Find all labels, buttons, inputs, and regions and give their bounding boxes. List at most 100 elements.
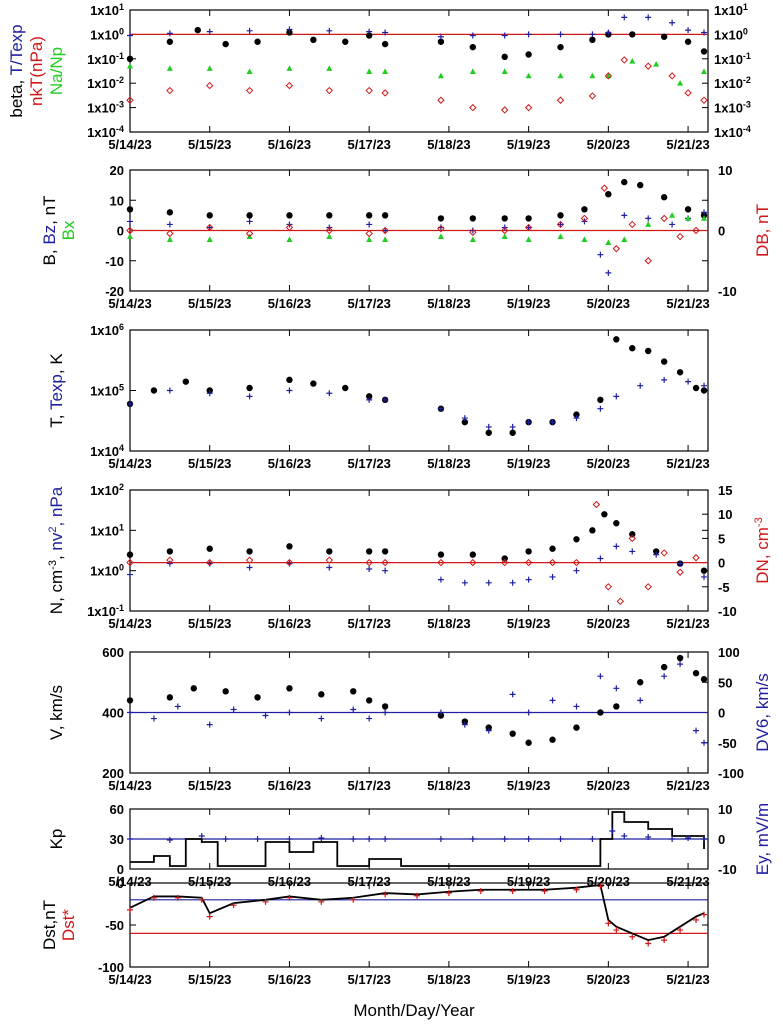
data-point (166, 229, 174, 238)
data-point (461, 418, 469, 426)
data-point (660, 549, 668, 557)
data-point (700, 567, 708, 574)
data-point (127, 233, 133, 239)
x-tick-label: 5/16/23 (268, 137, 311, 152)
x-tick-label: 5/18/23 (427, 296, 470, 311)
data-point (286, 212, 293, 219)
data-point (588, 92, 597, 100)
data-point (245, 556, 254, 564)
data-point (573, 415, 580, 422)
y-axis-title: beta, T/Texp (7, 24, 26, 117)
x-tick-label: 5/14/23 (108, 456, 151, 471)
chart-panels: 1x1011x1001x10-11x10-21x10-31x10-41x1011… (7, 2, 772, 987)
data-point (127, 218, 133, 225)
x-tick-label: 5/21/23 (666, 778, 709, 793)
data-point (684, 89, 692, 97)
data-point (660, 214, 668, 223)
data-point (127, 836, 133, 842)
data-point (628, 220, 636, 229)
data-point (613, 520, 620, 527)
data-point (700, 676, 708, 683)
data-point (461, 415, 468, 422)
data-point (613, 336, 620, 343)
x-tick-label: 5/17/23 (347, 778, 390, 793)
data-point (677, 661, 684, 668)
x-tick-label: 5/19/23 (507, 456, 550, 471)
data-point (609, 828, 616, 834)
data-point (326, 65, 333, 71)
data-point (669, 836, 676, 842)
data-point (653, 551, 660, 558)
data-point (382, 891, 389, 898)
data-point (469, 103, 477, 112)
data-point (437, 551, 445, 558)
data-point (660, 194, 668, 201)
data-point (693, 916, 700, 923)
data-point (166, 694, 174, 701)
x-tick-label: 5/14/23 (108, 137, 151, 152)
data-point (701, 382, 708, 389)
series-TTexp (127, 14, 708, 40)
data-point (381, 212, 389, 219)
data-point (660, 358, 668, 365)
series-Bz (127, 209, 708, 276)
data-point (342, 384, 349, 392)
data-point (286, 894, 293, 901)
data-point (222, 688, 229, 695)
data-point (485, 423, 492, 430)
data-point (286, 65, 293, 71)
data-point (437, 72, 444, 79)
data-point (628, 534, 636, 543)
series-nkT (126, 56, 708, 114)
x-tick-label: 5/15/23 (188, 778, 231, 793)
data-point (326, 564, 333, 571)
data-point (597, 405, 604, 412)
data-point (127, 571, 133, 578)
y2-tick-label: 1x10-1 (714, 51, 751, 67)
data-point (469, 236, 476, 242)
data-point (676, 369, 684, 376)
data-point (254, 694, 261, 701)
data-point (525, 215, 532, 222)
data-point (684, 206, 692, 213)
data-point (685, 27, 692, 34)
data-point (166, 236, 173, 242)
data-point (350, 706, 357, 713)
x-tick-label: 5/15/23 (188, 137, 231, 152)
series-NaNp (127, 57, 708, 86)
x-tick-label: 5/19/23 (507, 972, 550, 987)
data-point (365, 558, 373, 567)
data-point (286, 685, 293, 692)
data-point (612, 244, 621, 253)
data-point (701, 739, 708, 746)
data-point (501, 836, 508, 842)
data-point (669, 19, 676, 26)
x-tick-label: 5/20/23 (587, 778, 630, 793)
data-point (246, 384, 253, 392)
x-tick-label: 5/15/23 (188, 456, 231, 471)
y-axis-title-2: nkT(nPa) (27, 36, 46, 106)
x-tick-label: 5/14/23 (108, 874, 151, 889)
data-point (549, 697, 556, 704)
data-point (469, 551, 477, 558)
x-tick-label: 5/16/23 (268, 972, 311, 987)
data-point (230, 902, 237, 909)
y2-tick-label: 1x101 (714, 2, 748, 18)
plot-frame (129, 489, 709, 612)
data-point (501, 32, 508, 39)
data-point (604, 72, 613, 80)
data-point (581, 236, 588, 242)
panel-density: 1x102 1x101 1x100 1x10-1 15 10 5 0 -5 -10 5/14/23 5… (47, 482, 772, 631)
y2-tick-label: -100 (718, 766, 744, 781)
x-tick-label: 5/18/23 (427, 616, 470, 631)
panel-beta: 1x101 1x100 1x10-1 1x10-2 1x10-3 1x10-4 1x101 1… (7, 2, 751, 152)
data-point (637, 697, 644, 704)
data-point (556, 220, 565, 229)
data-point (174, 894, 181, 901)
data-point (701, 911, 708, 918)
x-tick-label: 5/16/23 (268, 778, 311, 793)
data-point (613, 685, 620, 692)
data-point (525, 51, 532, 58)
x-tick-label: 5/21/23 (666, 296, 709, 311)
